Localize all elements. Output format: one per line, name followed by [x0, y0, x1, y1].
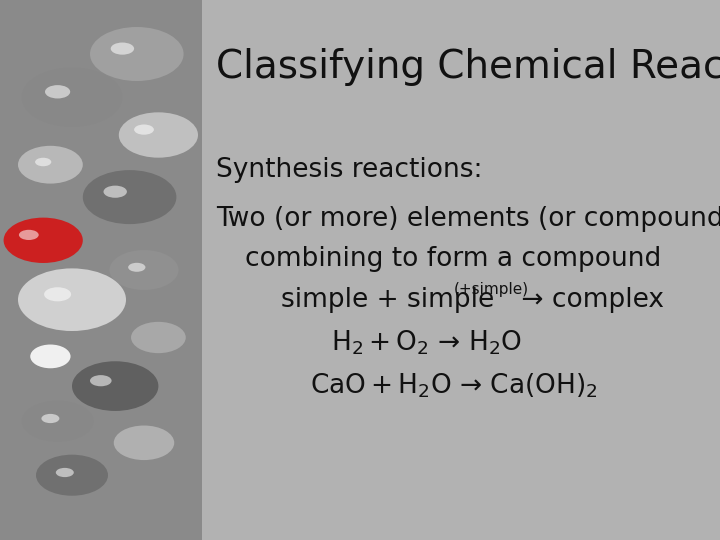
- Ellipse shape: [111, 43, 134, 55]
- Ellipse shape: [42, 414, 60, 423]
- Ellipse shape: [45, 85, 71, 98]
- Ellipse shape: [134, 125, 154, 134]
- Ellipse shape: [72, 361, 158, 411]
- Ellipse shape: [18, 268, 126, 331]
- Ellipse shape: [128, 263, 145, 272]
- Ellipse shape: [4, 218, 83, 263]
- Text: simple + simple: simple + simple: [281, 287, 503, 313]
- Ellipse shape: [119, 112, 198, 158]
- Text: combining to form a compound: combining to form a compound: [245, 246, 661, 272]
- Text: Synthesis reactions:: Synthesis reactions:: [216, 157, 482, 183]
- Ellipse shape: [131, 322, 186, 353]
- Text: Two (or more) elements (or compounds): Two (or more) elements (or compounds): [216, 206, 720, 232]
- Text: $\mathregular{H_2 + O_2}$ → $\mathregular{H_2O}$: $\mathregular{H_2 + O_2}$ → $\mathregula…: [331, 329, 523, 357]
- Ellipse shape: [22, 401, 94, 442]
- Text: → complex: → complex: [513, 287, 665, 313]
- Ellipse shape: [30, 345, 71, 368]
- Ellipse shape: [109, 250, 179, 290]
- Ellipse shape: [90, 27, 184, 81]
- Ellipse shape: [35, 158, 51, 166]
- Ellipse shape: [22, 68, 122, 127]
- Bar: [0, 0, 202, 540]
- Ellipse shape: [36, 455, 108, 496]
- Ellipse shape: [104, 186, 127, 198]
- Ellipse shape: [90, 375, 112, 386]
- Ellipse shape: [19, 230, 39, 240]
- Text: $\mathregular{CaO + H_2O}$ → $\mathregular{Ca(OH)_2}$: $\mathregular{CaO + H_2O}$ → $\mathregul…: [310, 372, 598, 400]
- Ellipse shape: [44, 287, 71, 301]
- Bar: [202, 0, 720, 540]
- Ellipse shape: [83, 170, 176, 224]
- Text: (+simple): (+simple): [454, 282, 529, 298]
- Text: Classifying Chemical Reactions: Classifying Chemical Reactions: [216, 49, 720, 86]
- Ellipse shape: [56, 468, 74, 477]
- Ellipse shape: [18, 146, 83, 184]
- Ellipse shape: [114, 426, 174, 460]
